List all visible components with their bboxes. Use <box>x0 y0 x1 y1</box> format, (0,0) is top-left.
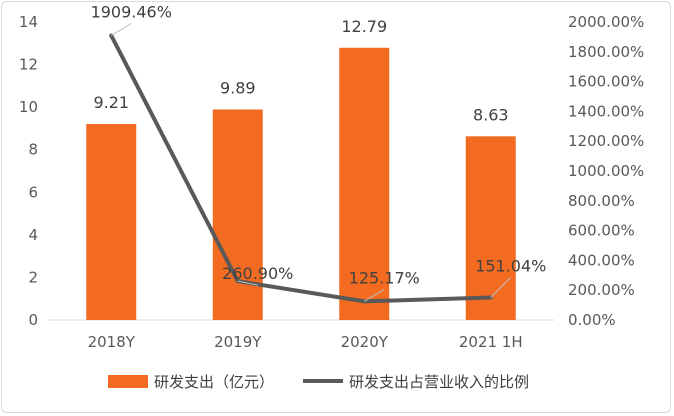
left-axis-ticks: 0 2 4 6 8 10 12 14 <box>19 13 38 329</box>
bar-2020Y <box>339 47 390 321</box>
category-label: 2018Y <box>88 333 136 351</box>
line-data-labels: 1909.46% 260.90% 125.17% 151.04% <box>91 2 546 302</box>
bar-2021-1H <box>465 136 516 320</box>
category-labels: 2018Y 2019Y 2020Y 2021 1H <box>88 333 523 351</box>
right-axis-tick: 600.00% <box>568 222 635 240</box>
category-label: 2021 1H <box>459 333 523 351</box>
left-axis-tick: 8 <box>28 141 38 159</box>
right-axis-tick: 800.00% <box>568 192 635 210</box>
category-label: 2020Y <box>341 333 389 351</box>
right-axis-tick: 200.00% <box>568 281 635 299</box>
bar-value-label: 8.63 <box>473 105 509 124</box>
line-value-label: 151.04% <box>475 256 546 275</box>
line-value-label: 260.90% <box>222 264 293 283</box>
right-axis-tick: 1600.00% <box>568 73 644 91</box>
right-axis-tick: 2000.00% <box>568 13 644 31</box>
left-axis-tick: 0 <box>28 311 38 329</box>
legend: 研发支出（亿元） 研发支出占营业收入的比例 <box>108 373 529 391</box>
legend-label-line: 研发支出占营业收入的比例 <box>349 373 529 391</box>
left-axis-tick: 2 <box>28 268 38 286</box>
line-series <box>109 33 493 304</box>
right-axis-tick: 1200.00% <box>568 132 644 150</box>
bar-series <box>86 47 516 321</box>
right-axis-tick: 1400.00% <box>568 102 644 120</box>
bar-data-labels: 9.21 9.89 12.79 8.63 <box>93 17 508 125</box>
left-axis-tick: 10 <box>19 98 38 116</box>
bar-value-label: 12.79 <box>341 17 387 36</box>
leader-line <box>110 23 132 36</box>
left-axis-tick: 4 <box>28 226 38 244</box>
line-value-label: 125.17% <box>349 268 420 287</box>
right-axis-tick: 400.00% <box>568 251 635 269</box>
left-axis-tick: 12 <box>19 56 38 74</box>
bar-2018Y <box>86 123 137 320</box>
right-axis-ticks: 0.00% 200.00% 400.00% 600.00% 800.00% 1000.00… <box>568 13 644 329</box>
legend-label-bar: 研发支出（亿元） <box>154 373 274 391</box>
line-value-label: 1909.46% <box>91 2 172 21</box>
legend-swatch-bar <box>108 375 148 388</box>
right-axis-tick: 1000.00% <box>568 162 644 180</box>
category-label: 2019Y <box>214 333 262 351</box>
left-axis-tick: 14 <box>19 13 38 31</box>
left-axis-tick: 6 <box>28 183 38 201</box>
leader-line <box>237 280 258 286</box>
leader-line <box>363 288 385 302</box>
line-path <box>109 34 491 304</box>
bar-value-label: 9.21 <box>93 93 129 112</box>
leader-line <box>490 277 512 298</box>
bar-value-label: 9.89 <box>220 78 256 97</box>
right-axis-tick: 1800.00% <box>568 43 644 61</box>
right-axis-tick: 0.00% <box>568 311 616 329</box>
bar-2019Y <box>212 109 263 320</box>
